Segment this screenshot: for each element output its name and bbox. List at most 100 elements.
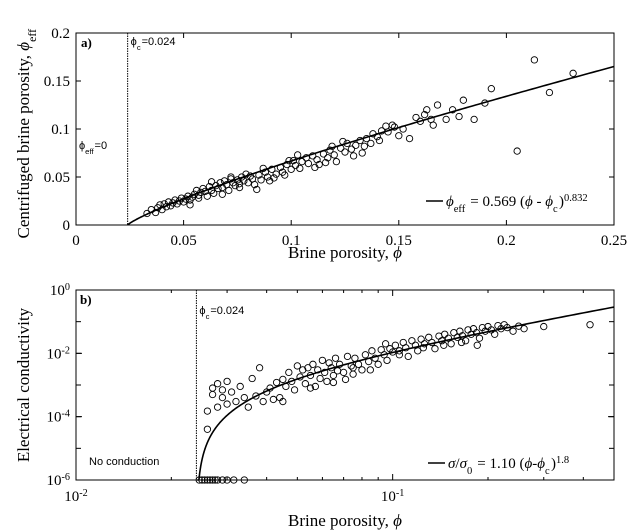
data-point — [213, 476, 222, 484]
data-point — [395, 132, 403, 140]
data-point — [455, 112, 463, 121]
data-point — [586, 321, 594, 329]
data-point — [242, 170, 250, 178]
data-point — [311, 382, 320, 391]
data-point — [343, 352, 352, 361]
data-point — [299, 366, 307, 374]
data-point — [208, 390, 217, 399]
data-point — [520, 325, 528, 333]
legend-text: σ/σ0 = 1.10 (ϕ-ϕc )1.8 — [448, 455, 569, 477]
data-point — [368, 347, 376, 355]
data-point — [313, 156, 321, 164]
data-point — [349, 364, 357, 372]
data-point — [304, 159, 313, 168]
data-point — [248, 374, 256, 383]
data-point — [269, 395, 278, 404]
panel-letter: b) — [80, 292, 92, 307]
data-point — [329, 371, 338, 380]
data-point — [321, 368, 329, 377]
threshold-label: ϕc =0.024 — [199, 305, 244, 321]
data-point — [461, 337, 470, 345]
data-point — [358, 366, 366, 374]
data-point — [456, 327, 464, 335]
data-point — [383, 356, 391, 365]
axes-frame — [75, 289, 615, 481]
fit-curve — [197, 306, 615, 481]
data-point — [244, 179, 252, 187]
fit-curve — [127, 65, 615, 226]
data-point — [374, 360, 382, 368]
data-point — [203, 476, 212, 484]
data-point — [352, 141, 360, 149]
data-point — [293, 362, 301, 370]
data-point — [218, 190, 226, 198]
data-point — [281, 171, 289, 179]
x-tick-label: 10-2 — [64, 488, 88, 506]
data-point — [381, 340, 390, 348]
data-point — [201, 476, 209, 484]
data-point — [301, 380, 310, 388]
data-point — [402, 344, 410, 352]
y-axis-label: Electrical conductivity — [14, 307, 33, 462]
data-point — [459, 96, 468, 104]
data-point — [361, 351, 370, 359]
data-point — [272, 170, 280, 178]
data-point — [195, 194, 203, 202]
data-point — [448, 106, 457, 114]
data-point — [431, 345, 439, 353]
data-point — [213, 380, 222, 388]
data-point — [203, 192, 211, 200]
y-axis-label: Centrifuged brine porosity, ϕeff — [14, 28, 39, 239]
data-point — [323, 377, 331, 386]
data-point — [306, 384, 315, 392]
data-point — [218, 393, 227, 402]
data-point — [423, 106, 431, 114]
data-point — [257, 176, 265, 184]
data-point — [240, 476, 248, 484]
panel-b: 10-2 10-1 10-6 10-4 10-2 100 ϕc =0.024 No condu… — [14, 282, 615, 530]
data-point — [408, 337, 416, 345]
data-point — [290, 386, 299, 394]
x-tick-label: 0 — [72, 233, 80, 249]
side-annotation: No conduction — [89, 456, 159, 468]
data-point — [287, 165, 295, 173]
data-point — [447, 340, 455, 348]
data-point — [206, 476, 214, 484]
panel-letter: a) — [81, 35, 92, 50]
y-tick-label: 0.2 — [51, 26, 70, 42]
data-point — [318, 356, 327, 365]
data-point — [442, 115, 450, 124]
data-point — [419, 344, 428, 352]
data-point — [186, 201, 194, 209]
data-point — [211, 476, 219, 484]
data-point — [236, 382, 244, 391]
x-axis-label: Brine porosity, ϕ — [288, 511, 402, 530]
data-point — [321, 158, 330, 167]
data-point — [311, 163, 319, 172]
data-point — [244, 403, 252, 411]
data-point — [225, 186, 233, 195]
data-point — [540, 322, 548, 331]
data-point — [232, 397, 240, 406]
data-point — [210, 189, 218, 197]
x-tick-label: 0.1 — [282, 233, 301, 249]
x-tick-label: 0.05 — [170, 233, 196, 249]
data-point — [404, 352, 412, 361]
data-point — [349, 152, 358, 160]
data-point — [339, 368, 348, 377]
data-point — [513, 147, 521, 155]
data-point — [395, 351, 404, 359]
data-point — [388, 121, 396, 129]
data-point — [279, 375, 287, 384]
data-point — [487, 85, 495, 93]
data-point — [391, 341, 400, 349]
y-tick-label: 10-4 — [47, 408, 71, 426]
data-point — [569, 69, 577, 77]
data-point — [341, 375, 350, 384]
y-tick-label: 0.05 — [44, 170, 70, 186]
x-tick-label: 0.2 — [497, 233, 516, 249]
y-tick-label: 0 — [63, 218, 71, 234]
data-point — [491, 330, 499, 338]
data-point — [473, 341, 481, 349]
data-point — [259, 397, 267, 406]
